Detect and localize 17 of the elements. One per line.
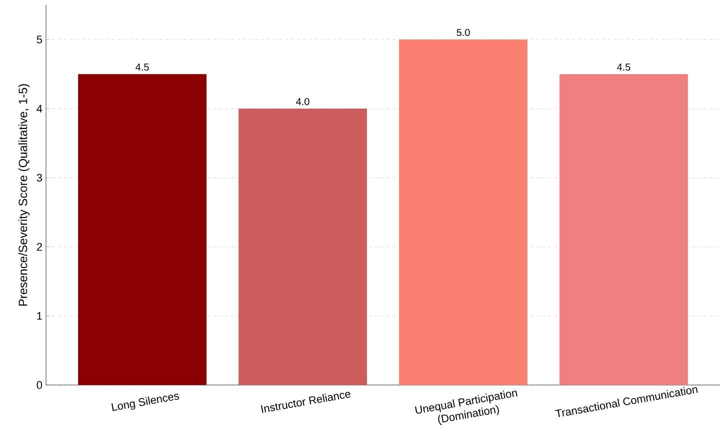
y-tick-label: 4 — [36, 104, 42, 112]
data-label: 5.0 — [456, 28, 470, 36]
bar — [560, 74, 688, 385]
x-tick-label: Long Silences — [112, 394, 180, 411]
data-label: 4.0 — [296, 98, 310, 106]
data-label: 4.5 — [136, 64, 149, 71]
bar — [399, 40, 528, 385]
bar — [238, 108, 367, 385]
y-tick-label: 5 — [36, 36, 42, 44]
bar — [78, 74, 206, 385]
y-axis-title: Presence/Severity Score (Qualitative, 1-5) — [18, 84, 30, 306]
data-label: 4.5 — [617, 64, 630, 71]
y-tick-label: 1 — [37, 312, 42, 320]
y-tick-label: 0 — [36, 381, 42, 389]
y-tick-label: 3 — [36, 174, 42, 182]
y-tick-label: 2 — [36, 243, 42, 251]
x-tick-label: Instructor Reliance — [261, 392, 350, 413]
